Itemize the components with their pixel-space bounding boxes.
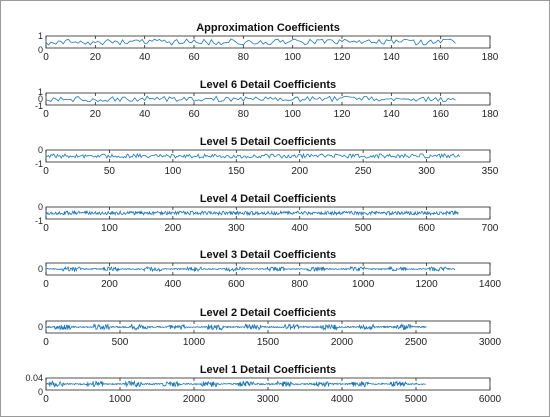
series-line (45, 95, 456, 103)
x-tick-label: 200 (165, 223, 182, 234)
x-tick-label: 350 (482, 166, 499, 177)
x-tick-label: 80 (238, 109, 250, 120)
series-line (45, 209, 459, 217)
x-tick-label: 20 (90, 109, 102, 120)
x-tick-label: 6000 (479, 394, 502, 405)
y-tick-label: -1 (35, 159, 43, 169)
x-tick-label: 180 (482, 109, 499, 120)
x-tick-label: 100 (165, 166, 182, 177)
x-tick-label: 250 (355, 166, 372, 177)
x-tick-label: 700 (482, 223, 499, 234)
x-tick-label: 300 (418, 166, 435, 177)
x-tick-label: 150 (228, 166, 245, 177)
x-tick-label: 100 (284, 109, 301, 120)
x-tick-label: 100 (101, 223, 118, 234)
x-tick-label: 5000 (405, 394, 428, 405)
y-tick-label: 0 (38, 145, 43, 155)
y-tick-label: 0 (38, 45, 43, 55)
x-tick-label: 500 (355, 223, 372, 234)
series-line (45, 323, 427, 332)
subplot-title: Approximation Coefficients (196, 22, 340, 34)
x-tick-label: 120 (334, 52, 351, 63)
x-tick-label: 400 (165, 279, 182, 290)
x-tick-label: 50 (104, 166, 116, 177)
y-tick-label: 0 (38, 322, 43, 332)
subplot-title: Level 3 Detail Coefficients (200, 249, 336, 261)
x-tick-label: 1000 (183, 337, 206, 348)
x-tick-label: 100 (284, 52, 301, 63)
x-tick-label: 2500 (405, 337, 428, 348)
x-tick-label: 0 (43, 166, 49, 177)
subplot-title: Level 6 Detail Coefficients (200, 79, 336, 91)
y-tick-label: -1 (35, 216, 43, 226)
subplot-title: Level 1 Detail Coefficients (200, 364, 336, 376)
x-tick-label: 500 (112, 337, 129, 348)
x-tick-label: 80 (238, 52, 250, 63)
subplot-title: Level 5 Detail Coefficients (200, 136, 336, 148)
x-tick-label: 2000 (183, 394, 206, 405)
y-tick-label: 0 (38, 94, 43, 104)
x-tick-label: 1000 (109, 394, 132, 405)
y-tick-label: 0 (38, 202, 43, 212)
x-tick-label: 140 (383, 52, 400, 63)
x-tick-label: 0 (43, 52, 49, 63)
x-tick-label: 800 (291, 279, 308, 290)
series-line (45, 265, 456, 273)
x-tick-label: 0 (43, 337, 49, 348)
x-tick-label: 4000 (331, 394, 354, 405)
x-tick-label: 0 (43, 394, 49, 405)
y-tick-label: 0 (38, 387, 43, 397)
x-tick-label: 180 (482, 52, 499, 63)
x-tick-label: 160 (432, 109, 449, 120)
x-tick-label: 200 (101, 279, 118, 290)
x-tick-label: 3000 (479, 337, 502, 348)
x-tick-label: 60 (188, 109, 200, 120)
y-tick-label: 0.04 (25, 373, 43, 383)
x-tick-label: 1200 (415, 279, 438, 290)
x-tick-label: 20 (90, 52, 102, 63)
x-tick-label: 3000 (257, 394, 280, 405)
x-tick-label: 160 (432, 52, 449, 63)
x-tick-label: 1000 (352, 279, 375, 290)
subplot-title: Level 2 Detail Coefficients (200, 307, 336, 319)
series-line (45, 38, 456, 46)
x-tick-label: 60 (188, 52, 200, 63)
series-line (45, 152, 460, 160)
y-tick-label: -1 (35, 101, 43, 111)
x-tick-label: 0 (43, 223, 49, 234)
x-tick-label: 2000 (331, 337, 354, 348)
x-tick-label: 120 (334, 109, 351, 120)
x-tick-label: 400 (291, 223, 308, 234)
x-tick-label: 140 (383, 109, 400, 120)
x-tick-label: 600 (228, 279, 245, 290)
x-tick-label: 0 (43, 279, 49, 290)
x-tick-label: 600 (418, 223, 435, 234)
series-line (45, 379, 426, 389)
x-tick-label: 1500 (257, 337, 280, 348)
y-tick-label: 1 (38, 87, 43, 97)
x-tick-label: 1400 (479, 279, 502, 290)
x-tick-label: 0 (43, 109, 49, 120)
x-tick-label: 40 (139, 109, 151, 120)
y-tick-label: 1 (38, 31, 43, 41)
axes-box (45, 35, 491, 49)
y-tick-label: 0 (38, 264, 43, 274)
x-tick-label: 40 (139, 52, 151, 63)
x-tick-label: 300 (228, 223, 245, 234)
x-tick-label: 200 (291, 166, 308, 177)
subplot-title: Level 4 Detail Coefficients (200, 193, 336, 205)
